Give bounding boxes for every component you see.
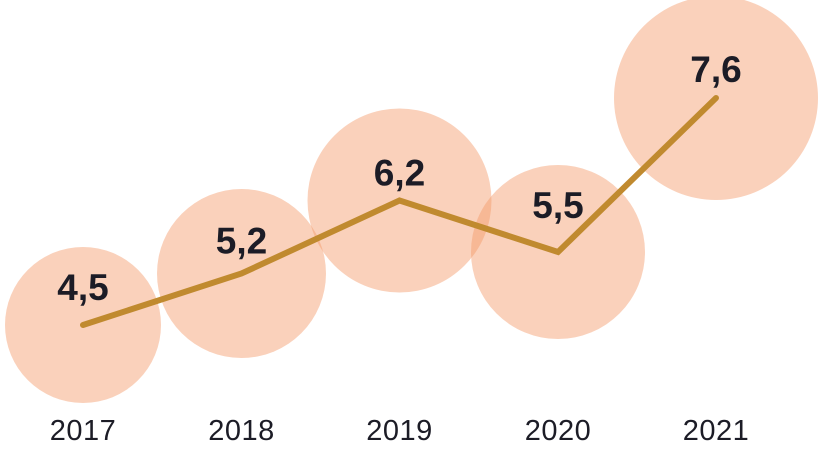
value-label-2021: 7,6 [690, 49, 741, 90]
value-label-2017: 4,5 [57, 267, 108, 308]
trend-line [80, 95, 719, 328]
x-axis-label-2021: 2021 [683, 415, 750, 447]
value-label-2019: 6,2 [374, 153, 425, 194]
x-axis-label-2020: 2020 [525, 415, 592, 447]
x-axis-label-2017: 2017 [50, 415, 117, 447]
x-axis-label-2018: 2018 [208, 415, 275, 447]
value-label-2020: 5,5 [532, 185, 583, 226]
value-label-2018: 5,2 [216, 221, 267, 262]
x-axis-label-2019: 2019 [366, 415, 433, 447]
